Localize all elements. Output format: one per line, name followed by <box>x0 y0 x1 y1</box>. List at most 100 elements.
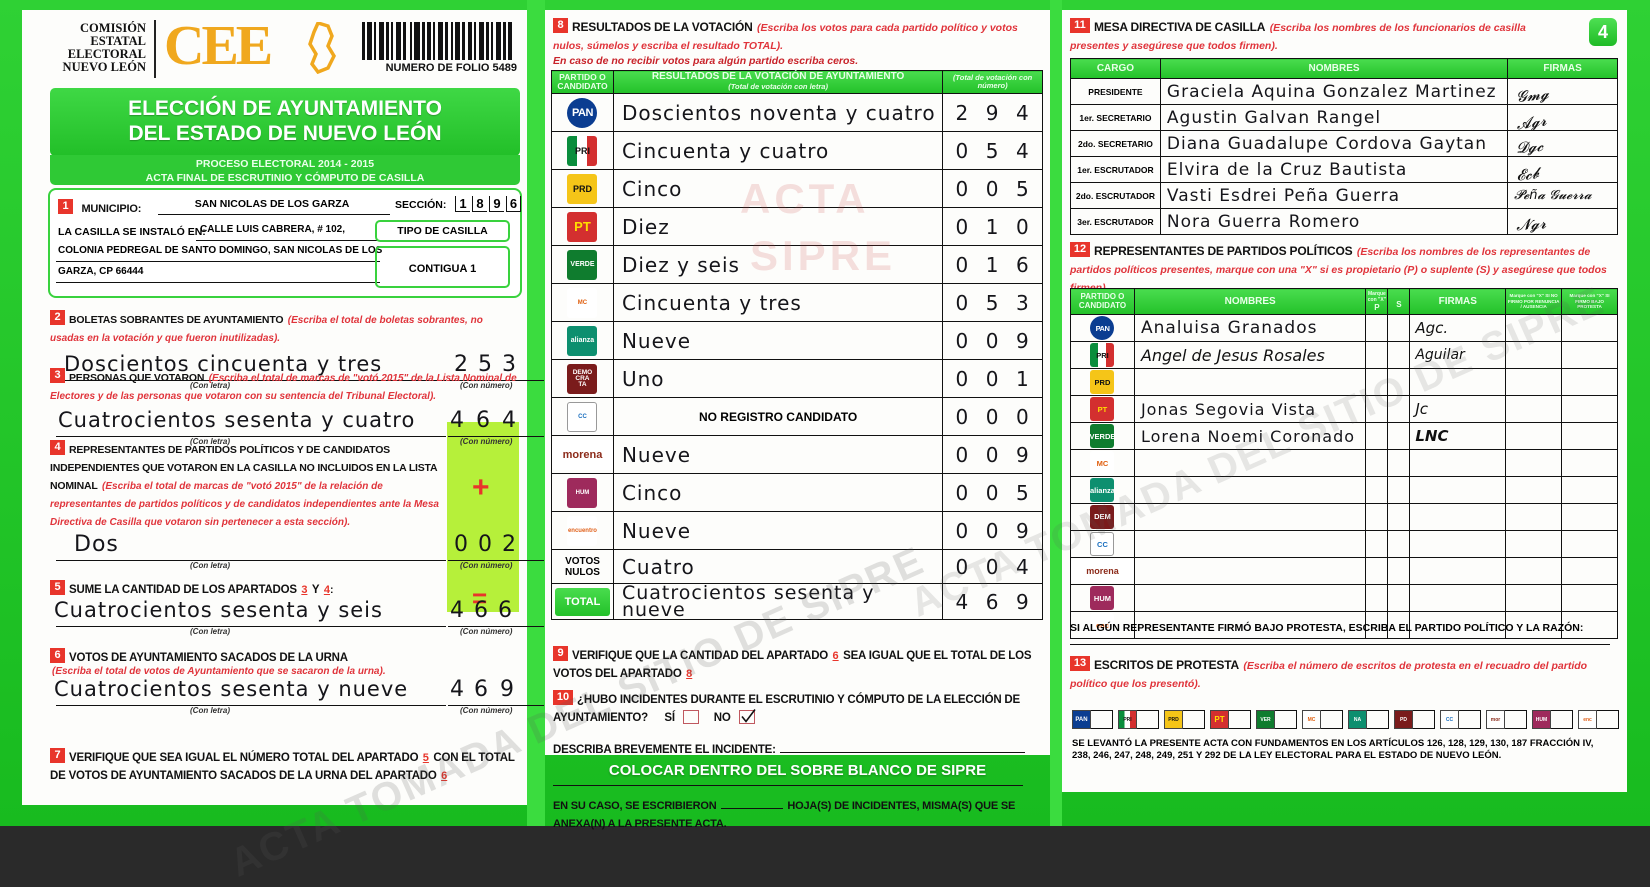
section-2-num-1[interactable]: 2 <box>454 352 473 377</box>
nulos-num-3[interactable]: 4 <box>1016 554 1030 579</box>
protest-count[interactable] <box>1137 710 1159 729</box>
rep-protesta[interactable] <box>1561 395 1618 423</box>
rep-no-firmo[interactable] <box>1505 395 1563 423</box>
result-num-2[interactable]: 0 <box>985 366 1000 391</box>
rep-protesta[interactable] <box>1561 368 1618 396</box>
rep-p-mark[interactable] <box>1365 449 1389 477</box>
result-num-3[interactable]: 4 <box>1016 138 1030 163</box>
result-num-3[interactable]: 9 <box>1016 328 1030 353</box>
rep-p-mark[interactable] <box>1365 503 1389 531</box>
rep-protesta[interactable] <box>1561 449 1618 477</box>
rep-no-firmo[interactable] <box>1505 476 1563 504</box>
rep-no-firmo[interactable] <box>1505 557 1563 585</box>
result-num-1[interactable]: 2 <box>955 100 970 125</box>
result-num-1[interactable]: 0 <box>955 138 970 163</box>
section-4-num-3[interactable]: 2 <box>502 532 517 557</box>
rep-no-firmo[interactable] <box>1505 449 1563 477</box>
rep-p-mark[interactable] <box>1365 530 1389 558</box>
funcionario-nombre[interactable]: Graciela Aquina Gonzalez Martinez <box>1166 81 1497 102</box>
rep-s-mark[interactable] <box>1387 530 1411 558</box>
no-checkbox[interactable] <box>739 708 756 724</box>
result-num-3[interactable]: 1 <box>1016 366 1030 391</box>
describe-incident-line2[interactable] <box>553 774 1023 786</box>
protest-count[interactable] <box>1367 710 1389 729</box>
protest-count[interactable] <box>1459 710 1481 729</box>
protest-box-mc[interactable]: MC <box>1302 710 1343 729</box>
rep-s-mark[interactable] <box>1387 341 1411 369</box>
result-num-1[interactable]: 0 <box>955 176 970 201</box>
section-6-letra[interactable]: Cuatrocientos sesenta y nueve <box>54 677 409 701</box>
section-3-letra[interactable]: Cuatrocientos sesenta y cuatro <box>58 408 416 432</box>
rep-protesta[interactable] <box>1561 530 1618 558</box>
protest-count[interactable] <box>1275 710 1297 729</box>
rep-protesta[interactable] <box>1561 584 1618 612</box>
section-4-letra[interactable]: Dos <box>74 532 119 557</box>
rep-p-mark[interactable] <box>1365 341 1389 369</box>
rep-s-mark[interactable] <box>1387 584 1411 612</box>
casilla-address-line3[interactable]: GARZA, CP 66444 <box>58 266 144 277</box>
funcionario-nombre[interactable]: Nora Guerra Romero <box>1166 211 1361 232</box>
protest-box-prd[interactable]: PRD <box>1164 710 1205 729</box>
result-num-1[interactable]: 0 <box>955 366 970 391</box>
result-num-3[interactable]: 4 <box>1016 100 1030 125</box>
rep-no-firmo[interactable] <box>1505 530 1563 558</box>
section-5-num-3[interactable]: 6 <box>498 598 513 623</box>
rep-p-mark[interactable] <box>1365 611 1389 639</box>
result-num-3[interactable]: 9 <box>1016 442 1030 467</box>
rep-p-mark[interactable] <box>1365 395 1389 423</box>
representante-nombre[interactable]: Angel de Jesus Rosales <box>1140 345 1325 365</box>
rep-protesta[interactable] <box>1561 611 1618 639</box>
rep-no-firmo[interactable] <box>1505 584 1563 612</box>
result-num-2[interactable]: 0 <box>985 480 1000 505</box>
result-num-1[interactable]: 0 <box>955 480 970 505</box>
result-num-1[interactable]: 0 <box>955 214 970 239</box>
result-num-2[interactable]: 0 <box>985 328 1000 353</box>
protest-count[interactable] <box>1183 710 1205 729</box>
result-num-3[interactable]: 5 <box>1016 176 1030 201</box>
rep-no-firmo[interactable] <box>1505 503 1563 531</box>
representante-nombre[interactable]: Lorena Noemi Coronado <box>1140 426 1356 446</box>
section-3-num-2[interactable]: 6 <box>476 408 491 433</box>
total-num-2[interactable]: 6 <box>985 589 1000 614</box>
protest-box-encuentro[interactable]: enc <box>1578 710 1619 729</box>
seccion-digits[interactable]: 1 8 9 6 <box>455 196 521 212</box>
funcionario-nombre[interactable]: Vasti Esdrei Peña Guerra <box>1166 185 1401 206</box>
section-6-num-1[interactable]: 4 <box>450 677 465 702</box>
firma-2do-escrutador[interactable]: 𝓟𝓮ñ𝓪 𝓖𝓾𝓮𝓻𝓻𝓪 <box>1514 188 1592 203</box>
protest-count[interactable] <box>1091 710 1113 729</box>
firma-3er-escrutador[interactable]: 𝓝𝓰𝓻 <box>1515 213 1547 234</box>
result-num-3[interactable]: 0 <box>1016 214 1030 239</box>
protest-box-morena[interactable]: mor <box>1486 710 1527 729</box>
nulos-num-2[interactable]: 0 <box>985 554 1000 579</box>
rep-p-mark[interactable] <box>1365 314 1389 342</box>
result-num-3[interactable]: 9 <box>1016 518 1030 543</box>
municipio-value[interactable]: SAN NICOLAS DE LOS GARZA <box>194 198 350 210</box>
rep-protesta[interactable] <box>1561 557 1618 585</box>
nulos-num-1[interactable]: 0 <box>955 554 970 579</box>
section-2-num-3[interactable]: 3 <box>502 352 517 377</box>
rep-protesta[interactable] <box>1561 422 1618 450</box>
protest-box-pan[interactable]: PAN <box>1072 710 1113 729</box>
casilla-address-line2[interactable]: COLONIA PEDREGAL DE SANTO DOMINGO, SAN N… <box>58 245 383 256</box>
representante-nombre[interactable]: Analuisa Granados <box>1140 318 1318 338</box>
funcionario-nombre[interactable]: Elvira de la Cruz Bautista <box>1166 159 1408 180</box>
protest-box-pri[interactable]: PRI <box>1118 710 1159 729</box>
protest-box-humanista[interactable]: HUM <box>1532 710 1573 729</box>
section-4-num-1[interactable]: 0 <box>454 532 469 557</box>
result-num-3[interactable]: 3 <box>1016 290 1030 315</box>
section-6-num-2[interactable]: 6 <box>474 677 489 702</box>
protest-box-democrata[interactable]: PD <box>1394 710 1435 729</box>
nulos-letra[interactable]: Cuatro <box>621 554 695 579</box>
casilla-address-line1[interactable]: CALLE LUIS CABRERA, # 102, <box>200 224 346 235</box>
section-4-num-2[interactable]: 0 <box>478 532 493 557</box>
funcionario-nombre[interactable]: Agustin Galvan Rangel <box>1166 107 1382 128</box>
result-num-2[interactable]: 1 <box>985 252 1000 277</box>
protest-box-alianza[interactable]: NA <box>1348 710 1389 729</box>
section-2-num-2[interactable]: 5 <box>478 352 493 377</box>
result-num-1[interactable]: 0 <box>955 442 970 467</box>
section-5-num-2[interactable]: 6 <box>474 598 489 623</box>
representante-firma[interactable]: Aguilar <box>1415 347 1465 363</box>
tipo-casilla-value[interactable]: CONTIGUA 1 <box>375 246 510 288</box>
result-num-3[interactable]: 0 <box>1016 404 1030 429</box>
result-letra[interactable]: Diez y seis <box>621 252 740 277</box>
